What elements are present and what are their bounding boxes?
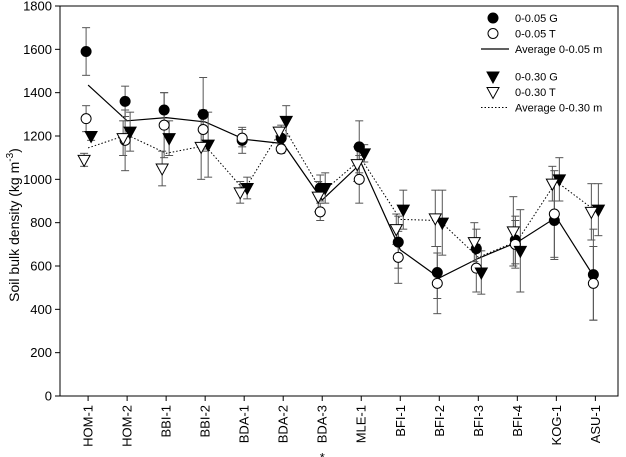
point-0-0-30-t-BFI-2 bbox=[428, 213, 443, 226]
point-0-0-30-g-BBI-1 bbox=[162, 133, 176, 146]
y-tick-label-600: 600 bbox=[30, 259, 52, 274]
legend-symbol-open-circle bbox=[487, 28, 499, 39]
annotation-asterisk: * bbox=[320, 450, 325, 457]
point-0-0-30-t-BBI-2 bbox=[194, 141, 209, 155]
y-axis-label-main: Soil bulk density (kg m bbox=[6, 162, 22, 302]
data-markers bbox=[77, 46, 606, 289]
point-0-0-30-t-HOM-2 bbox=[116, 133, 130, 146]
point-0-0-30-t-BFI-3 bbox=[467, 237, 482, 250]
legend-label-5: Average 0-0.30 m bbox=[515, 103, 602, 115]
plot-frame bbox=[59, 5, 619, 397]
point-0-0-30-g-HOM-1 bbox=[84, 131, 98, 144]
legend-symbol-filled-circle bbox=[487, 12, 499, 24]
legend-item-5: Average 0-0.30 m bbox=[481, 103, 602, 115]
point-0-0-05-g-HOM-2 bbox=[119, 95, 131, 107]
y-tick-label-1000: 1000 bbox=[23, 172, 52, 187]
y-axis-label: Soil bulk density (kg m-3) bbox=[5, 148, 22, 302]
point-0-0-05-t-BBI-2 bbox=[197, 124, 209, 135]
point-0-0-30-g-BFI-2 bbox=[435, 217, 450, 231]
point-0-0-30-t-BDA-3 bbox=[311, 191, 326, 205]
point-0-0-05-t-BBI-1 bbox=[158, 119, 170, 131]
y-tick-label-400: 400 bbox=[30, 302, 52, 317]
x-tick-label-BFI-1: BFI-1 bbox=[393, 405, 408, 437]
point-0-0-05-t-BDA-1 bbox=[236, 132, 248, 144]
legend-label-4: 0-0.30 T bbox=[515, 87, 556, 99]
point-0-0-05-t-BDA-3 bbox=[314, 206, 326, 218]
x-tick-label-BBI-1: BBI-1 bbox=[159, 405, 174, 438]
point-0-0-05-t-BDA-2 bbox=[275, 143, 287, 155]
point-0-0-30-g-BDA-3 bbox=[318, 183, 333, 196]
x-tick-label-ASU-1: ASU-1 bbox=[588, 405, 603, 443]
point-0-0-05-t-KOG-1 bbox=[548, 208, 560, 220]
x-tick-label-BFI-3: BFI-3 bbox=[471, 405, 486, 437]
point-0-0-30-g-BFI-1 bbox=[396, 204, 411, 218]
point-0-0-30-t-BDA-2 bbox=[272, 126, 287, 140]
y-tick-label-200: 200 bbox=[30, 345, 52, 360]
y-tick-label-800: 800 bbox=[30, 215, 52, 230]
y-tick-label-1200: 1200 bbox=[23, 129, 52, 144]
point-0-0-30-g-HOM-2 bbox=[123, 126, 137, 140]
x-tick-label-BDA-3: BDA-3 bbox=[315, 405, 330, 443]
x-tick-label-MLE-1: MLE-1 bbox=[354, 405, 369, 443]
legend-symbol-filled-triangle-down bbox=[486, 71, 500, 85]
point-0-0-30-g-BFI-4 bbox=[513, 245, 528, 259]
point-0-0-05-g-BFI-2 bbox=[431, 267, 443, 278]
point-0-0-30-t-MLE-1 bbox=[350, 159, 365, 172]
x-tick-label-BFI-2: BFI-2 bbox=[432, 405, 447, 437]
legend-item-4: 0-0.30 T bbox=[486, 87, 556, 100]
legend-symbol-open-triangle-down bbox=[486, 87, 500, 100]
point-0-0-30-g-BDA-2 bbox=[279, 115, 294, 129]
point-0-0-30-g-BFI-3 bbox=[474, 267, 489, 281]
point-0-0-30-t-ASU-1 bbox=[584, 206, 599, 220]
x-tick-label-BDA-2: BDA-2 bbox=[276, 405, 291, 443]
point-0-0-05-t-MLE-1 bbox=[353, 173, 365, 185]
legend: 0-0.05 G 0-0.05 T Average 0-0.05 m 0-0.30 G… bbox=[481, 12, 602, 115]
point-0-0-30-g-MLE-1 bbox=[357, 148, 372, 161]
point-0-0-30-t-KOG-1 bbox=[545, 178, 560, 192]
y-axis-label-superscript: -3 bbox=[5, 152, 16, 161]
legend-label-2: Average 0-0.05 m bbox=[515, 44, 602, 56]
point-0-0-30-t-BFI-4 bbox=[506, 226, 521, 239]
x-tick-label-KOG-1: KOG-1 bbox=[549, 405, 564, 445]
point-0-0-05-t-BFI-2 bbox=[431, 277, 443, 289]
point-0-0-05-t-ASU-1 bbox=[587, 277, 599, 289]
y-tick-label-0: 0 bbox=[45, 389, 52, 404]
legend-item-3: 0-0.30 G bbox=[486, 71, 558, 85]
y-tick-label-1600: 1600 bbox=[23, 42, 52, 57]
y-axis-label-close: ) bbox=[6, 148, 22, 153]
point-0-0-30-t-BFI-1 bbox=[389, 224, 404, 237]
legend-item-2: Average 0-0.05 m bbox=[481, 44, 602, 56]
legend-label-3: 0-0.30 G bbox=[515, 72, 558, 84]
point-0-0-05-t-HOM-1 bbox=[80, 113, 92, 125]
point-0-0-05-t-BFI-1 bbox=[392, 251, 404, 263]
y-tick-label-1400: 1400 bbox=[23, 85, 52, 100]
legend-item-0: 0-0.05 G bbox=[487, 12, 558, 25]
x-tick-label-HOM-2: HOM-2 bbox=[120, 405, 135, 447]
point-0-0-05-g-BBI-1 bbox=[158, 104, 170, 116]
point-0-0-05-g-BFI-1 bbox=[392, 236, 404, 248]
point-0-0-30-t-BDA-1 bbox=[233, 187, 248, 200]
x-tick-label-BDA-1: BDA-1 bbox=[237, 405, 252, 443]
x-tick-label-BFI-4: BFI-4 bbox=[510, 405, 525, 437]
plot-area-border bbox=[59, 5, 619, 397]
y-tick-label-1800: 1800 bbox=[23, 0, 52, 14]
point-0-0-30-t-BBI-1 bbox=[155, 163, 169, 177]
x-tick-label-HOM-1: HOM-1 bbox=[81, 405, 96, 447]
point-0-0-05-g-HOM-1 bbox=[80, 46, 92, 57]
axes: 0 200 400 600 800 1000 1200 1400 1600 1800 HOM-1 HO… bbox=[23, 0, 603, 457]
legend-label-1: 0-0.05 T bbox=[515, 29, 556, 41]
point-0-0-05-g-BBI-2 bbox=[197, 108, 209, 120]
legend-label-0: 0-0.05 G bbox=[515, 13, 558, 25]
point-0-0-30-t-HOM-1 bbox=[77, 154, 91, 168]
legend-item-1: 0-0.05 T bbox=[487, 28, 556, 41]
x-tick-label-BBI-2: BBI-2 bbox=[198, 405, 213, 438]
